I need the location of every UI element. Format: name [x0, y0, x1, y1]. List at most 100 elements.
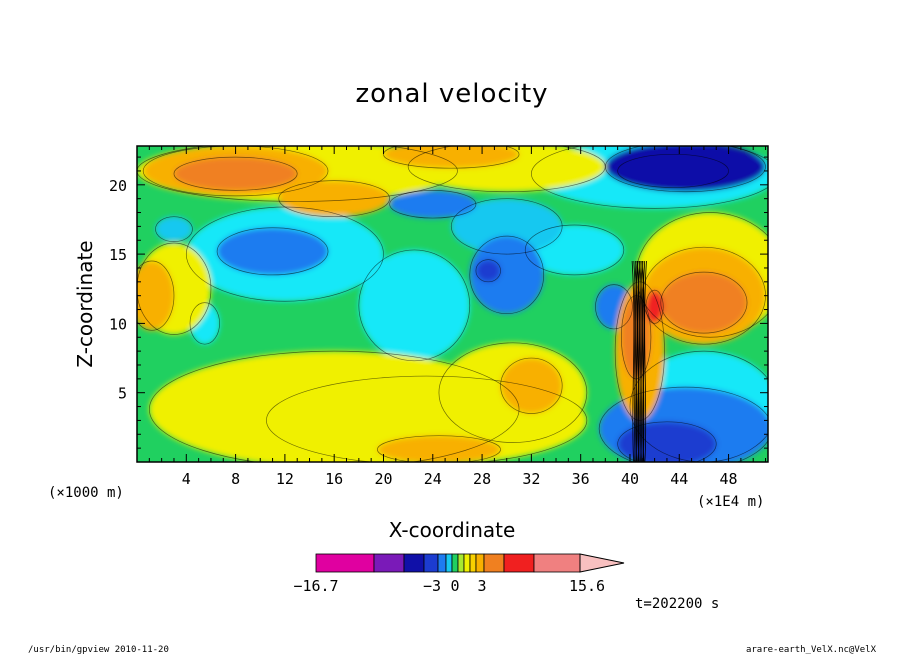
y-axis-label: Z-coordinate — [73, 240, 97, 367]
updraft-contour — [636, 261, 640, 462]
y-tick-label: 20 — [109, 177, 127, 195]
contour-region — [377, 435, 501, 462]
footer-left: /usr/bin/gpview 2010-11-20 — [28, 645, 169, 654]
contour-region — [383, 146, 520, 169]
contour-region — [660, 272, 748, 334]
x-tick-label: 12 — [276, 470, 294, 488]
contour-line — [617, 153, 729, 188]
x-tick-label: 40 — [621, 470, 639, 488]
colorbar-swatch — [451, 553, 459, 573]
colorbar-swatch — [373, 553, 405, 573]
contour-region — [358, 249, 470, 361]
x-tick-label: 16 — [325, 470, 343, 488]
colorbar — [315, 553, 625, 573]
contour-line — [450, 198, 563, 255]
contour-region — [451, 198, 563, 255]
contour-line — [216, 227, 329, 276]
x-tick-label: 36 — [572, 470, 590, 488]
x-tick-label: 48 — [720, 470, 738, 488]
colorbar-tick-label: −3 — [423, 577, 441, 595]
colorbar-tick-label: 15.6 — [569, 577, 605, 595]
contour-line — [189, 302, 220, 345]
updraft-contour — [635, 261, 638, 462]
contour-line — [617, 421, 717, 462]
colorbar-swatch — [503, 553, 535, 573]
contour-region — [500, 358, 563, 414]
contour-line — [660, 271, 748, 334]
contour-region — [155, 216, 193, 242]
contour-line — [531, 146, 768, 209]
x-tick-label: 20 — [374, 470, 392, 488]
contour-regions — [137, 146, 768, 462]
contour-line — [407, 146, 606, 193]
contour-line — [524, 224, 625, 276]
updraft-contour — [640, 261, 643, 462]
contour-line — [469, 235, 545, 315]
x-axis-label: X-coordinate — [389, 518, 516, 542]
contour-line — [645, 289, 664, 324]
x-tick-label: 28 — [473, 470, 491, 488]
contour-line — [155, 216, 193, 242]
colorbar-tick-label: −16.7 — [293, 577, 338, 595]
contour-region — [137, 261, 174, 331]
colorbar-swatch — [445, 553, 453, 573]
chart-title: zonal velocity — [355, 79, 548, 109]
colorbar-arrow — [579, 553, 625, 573]
contour-line — [475, 259, 501, 283]
updraft-contour — [644, 261, 647, 462]
plot-frame — [136, 145, 769, 463]
contour-line — [389, 190, 477, 219]
contour-region — [645, 290, 664, 324]
contour-region — [217, 227, 329, 275]
contour-region — [278, 180, 390, 217]
colorbar-swatch — [403, 553, 425, 573]
updraft-contour — [631, 261, 635, 462]
contour-region — [475, 259, 501, 282]
contour-line — [383, 146, 520, 169]
x-unit-left: (×1000 m) — [48, 485, 124, 501]
y-tick-label: 15 — [109, 246, 127, 264]
updraft-contour — [638, 261, 642, 462]
x-tick-label: 8 — [231, 470, 240, 488]
updraft-column — [137, 146, 768, 462]
contour-line — [137, 146, 458, 202]
colorbar-swatch — [533, 553, 581, 573]
contour-line — [376, 435, 501, 462]
y-axis-ticks: 5 10 15 20 — [109, 156, 768, 449]
colorbar-tick-label: 3 — [477, 577, 486, 595]
colorbar-swatch — [463, 553, 471, 573]
contour-line — [278, 180, 390, 218]
colorbar-swatch — [457, 553, 465, 573]
colorbar-swatch — [475, 553, 485, 573]
contour-line — [358, 249, 471, 362]
x-tick-label: 24 — [424, 470, 442, 488]
colorbar-swatch — [315, 553, 375, 573]
colorbar-tick-labels: −16.7 −3 0 3 15.6 — [293, 577, 605, 595]
contour-region — [389, 190, 476, 219]
x-tick-label: 32 — [522, 470, 540, 488]
contour-line — [500, 357, 563, 414]
plot-area — [137, 146, 768, 462]
contour-line — [595, 284, 633, 330]
x-tick-label: 4 — [182, 470, 191, 488]
footer-right: arare-earth_VelX.nc@VelX — [746, 645, 877, 654]
contour-line — [438, 342, 588, 443]
x-axis-ticks: 4 8 12 16 20 24 28 32 36 40 44 48 — [148, 146, 767, 488]
x-unit-right: (×1E4 m) — [697, 494, 764, 510]
updraft-contour — [642, 261, 645, 462]
contour-region — [605, 146, 766, 192]
contour-line — [266, 375, 588, 462]
y-tick-label: 5 — [118, 385, 127, 403]
updraft-contour — [633, 261, 637, 462]
contour-line — [142, 146, 329, 197]
contour-line — [173, 156, 298, 191]
contour-region — [173, 157, 298, 191]
x-tick-label: 44 — [670, 470, 688, 488]
timestamp: t=202200 s — [635, 596, 719, 612]
contour-line — [137, 242, 212, 335]
colorbar-swatch — [469, 553, 477, 573]
y-tick-label: 10 — [109, 315, 127, 333]
contour-line — [598, 386, 768, 462]
contour-line — [149, 350, 520, 462]
